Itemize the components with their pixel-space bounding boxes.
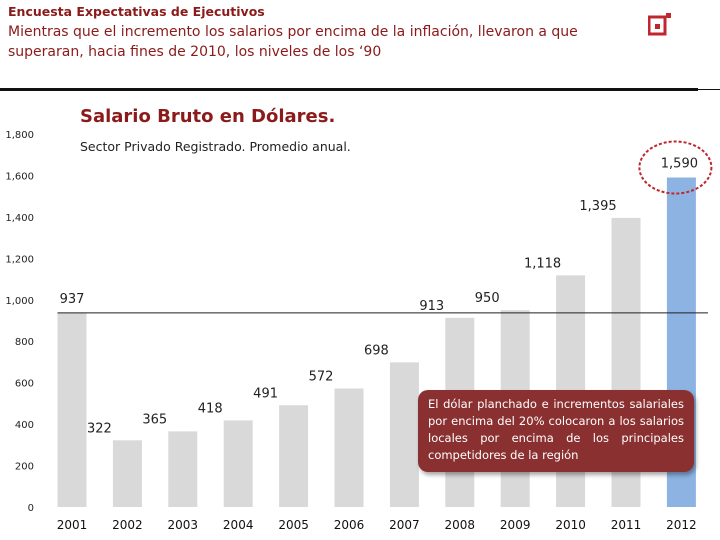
data-label: 1,118 xyxy=(524,256,561,271)
x-tick-label: 2009 xyxy=(500,518,531,532)
bar-2005 xyxy=(279,405,309,507)
data-label: 913 xyxy=(419,299,444,314)
data-label: 572 xyxy=(309,369,334,384)
data-label: 937 xyxy=(60,292,85,307)
x-tick-label: 2004 xyxy=(223,518,254,532)
data-label: 365 xyxy=(142,412,167,427)
y-tick-label: 800 xyxy=(15,337,34,348)
x-tick-label: 2001 xyxy=(57,518,88,532)
bar-2007 xyxy=(389,362,419,507)
x-tick-label: 2011 xyxy=(611,518,642,532)
y-tick-label: 600 xyxy=(15,379,34,390)
bar-2003 xyxy=(168,431,198,507)
x-tick-label: 2010 xyxy=(555,518,586,532)
brand-logo-icon xyxy=(648,13,671,36)
page-title: Mientras que el incremento los salarios … xyxy=(8,24,578,60)
x-tick-label: 2008 xyxy=(445,518,476,532)
data-label: 322 xyxy=(87,421,112,436)
x-tick-label: 2003 xyxy=(168,518,199,532)
data-label: 418 xyxy=(198,401,223,416)
header-divider xyxy=(0,88,698,91)
annotation-callout: El dólar planchado e incrementos salaria… xyxy=(418,390,694,472)
chart-subtitle: Sector Privado Registrado. Promedio anua… xyxy=(80,139,351,154)
bar-2004 xyxy=(223,420,253,507)
highlight-circle xyxy=(638,140,713,195)
header-divider-tail xyxy=(698,89,720,90)
data-label: 491 xyxy=(253,386,278,401)
x-tick-label: 2007 xyxy=(389,518,420,532)
bar-2002 xyxy=(112,440,142,507)
y-tick-label: 1,200 xyxy=(5,254,34,265)
y-tick-label: 0 xyxy=(28,503,34,514)
data-label: 698 xyxy=(364,343,389,358)
chart-title: Salario Bruto en Dólares. xyxy=(80,106,336,127)
data-label: 950 xyxy=(475,291,500,306)
y-tick-label: 1,000 xyxy=(5,296,34,307)
y-tick-label: 200 xyxy=(15,462,34,473)
data-label: 1,395 xyxy=(579,199,616,214)
x-tick-label: 2002 xyxy=(112,518,143,532)
bar-2001 xyxy=(57,312,87,507)
y-tick-label: 1,800 xyxy=(5,130,34,141)
y-tick-label: 400 xyxy=(15,420,34,431)
y-tick-label: 1,600 xyxy=(5,171,34,182)
x-tick-label: 2012 xyxy=(666,518,697,532)
bar-2006 xyxy=(334,388,364,507)
survey-kicker: Encuesta Expectativas de Ejecutivos xyxy=(8,4,265,19)
y-tick-label: 1,400 xyxy=(5,213,34,224)
x-tick-label: 2006 xyxy=(334,518,365,532)
x-tick-label: 2005 xyxy=(278,518,309,532)
data-label: 1,590 xyxy=(661,157,698,172)
